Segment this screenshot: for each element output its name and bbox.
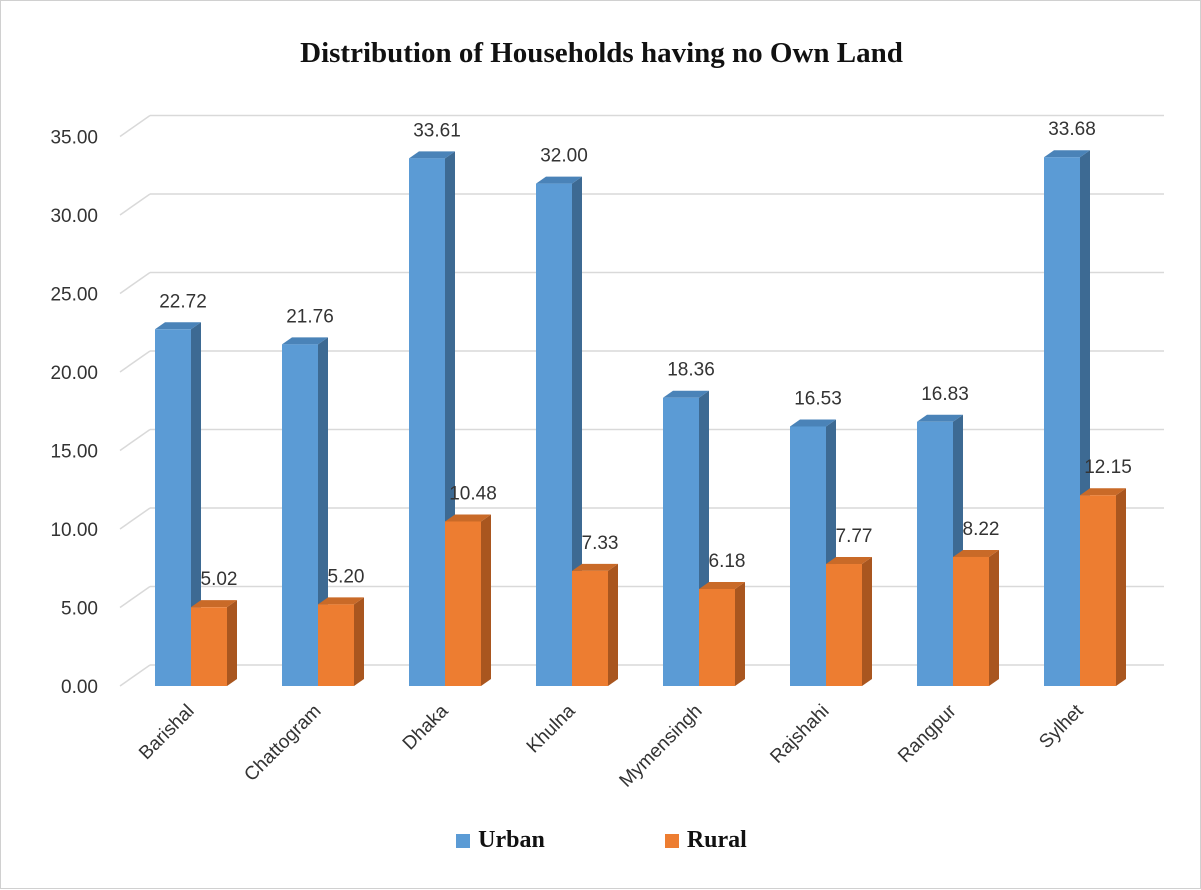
y-tick-label: 10.00: [50, 520, 98, 541]
y-tick-label: 5.00: [61, 599, 98, 620]
data-label: 12.15: [1084, 457, 1132, 478]
gridline-diagonal: [119, 428, 151, 452]
y-tick-label: 0.00: [61, 677, 98, 698]
bar-side-1: [989, 549, 999, 686]
x-tick-label: Mymensingh: [616, 701, 707, 792]
bar-top-1: [953, 549, 999, 557]
bar-rural: [826, 564, 862, 686]
gridline-diagonal: [119, 507, 151, 530]
bar-side-0: [191, 322, 201, 686]
bar-rural: [1080, 495, 1116, 686]
data-label: 7.77: [836, 526, 873, 547]
data-label: 10.48: [449, 483, 497, 504]
legend-swatch-urban: [456, 833, 471, 848]
gridline-diagonal: [119, 664, 151, 687]
bar-top-0: [282, 337, 328, 345]
gridline-diagonal: [119, 114, 151, 138]
legend: Urban Rural: [1, 827, 1201, 854]
bar-side-1: [862, 557, 872, 686]
bar-rural: [699, 588, 735, 686]
gridline-diagonal: [119, 585, 151, 609]
data-label: 22.72: [159, 291, 207, 312]
x-tick-label: Khulna: [523, 700, 580, 757]
data-label: 16.83: [921, 384, 969, 405]
bar-side-1: [354, 597, 364, 686]
data-label: 6.18: [709, 551, 746, 572]
data-label: 7.33: [582, 533, 619, 554]
y-tick-label: 25.00: [50, 285, 98, 306]
legend-label-rural: Rural: [686, 827, 747, 853]
bar-urban: [155, 329, 191, 686]
x-tick-label: Chattogram: [240, 701, 325, 786]
bar-side-0: [318, 337, 328, 686]
y-tick-label: 30.00: [50, 206, 98, 227]
gridline-diagonal: [119, 271, 151, 295]
bar-side-1: [735, 581, 745, 686]
data-label: 16.53: [794, 388, 842, 409]
data-label: 5.02: [201, 569, 238, 590]
y-tick-label: 15.00: [50, 442, 98, 463]
x-tick-label: Rangpur: [894, 700, 961, 767]
data-label: 33.61: [413, 120, 461, 141]
bar-urban: [282, 344, 318, 686]
bar-top-1: [699, 581, 745, 589]
bar-side-0: [572, 176, 582, 686]
bar-top-1: [826, 557, 872, 565]
bar-top-1: [191, 600, 237, 608]
legend-item-rural: Rural: [664, 827, 747, 854]
bar-rural: [191, 607, 227, 686]
bar-top-0: [917, 414, 963, 422]
bar-top-1: [318, 597, 364, 605]
bar-urban: [663, 397, 699, 686]
bar-side-1: [608, 563, 618, 686]
data-label: 18.36: [667, 360, 715, 381]
bar-top-0: [409, 151, 455, 159]
data-label: 21.76: [286, 306, 334, 327]
bar-side-1: [481, 514, 491, 686]
bar-top-0: [663, 390, 709, 398]
gridline-diagonal: [119, 350, 151, 373]
bar-side-1: [227, 600, 237, 686]
gridline-diagonal: [119, 193, 151, 216]
y-tick-label: 35.00: [50, 128, 98, 149]
legend-label-urban: Urban: [478, 827, 545, 853]
x-tick-label: Dhaka: [399, 700, 453, 754]
bar-rural: [445, 521, 481, 686]
bar-urban: [409, 158, 445, 686]
bar-top-0: [536, 176, 582, 184]
bar-top-0: [155, 322, 201, 330]
data-label: 32.00: [540, 146, 588, 167]
legend-item-urban: Urban: [456, 827, 545, 854]
bar-top-0: [790, 419, 836, 427]
bar-top-0: [1044, 150, 1090, 158]
chart-title: Distribution of Households having no Own…: [300, 37, 903, 69]
data-label: 33.68: [1048, 119, 1096, 140]
x-tick-label: Rajshahi: [766, 701, 833, 768]
bar-rural: [318, 604, 354, 686]
bar-urban: [1044, 157, 1080, 686]
bar-urban: [917, 421, 953, 686]
bar-urban: [536, 183, 572, 686]
data-label: 8.22: [963, 519, 1000, 540]
x-tick-label: Sylhet: [1035, 700, 1088, 753]
x-tick-label: Barishal: [135, 701, 198, 764]
legend-swatch-rural: [664, 833, 679, 848]
bar-top-1: [572, 563, 618, 571]
bar-top-1: [1080, 488, 1126, 496]
bar-rural: [953, 556, 989, 686]
bar-urban: [790, 426, 826, 686]
bar-rural: [572, 570, 608, 686]
y-tick-label: 20.00: [50, 363, 98, 384]
bar-side-1: [1116, 488, 1126, 686]
data-label: 5.20: [328, 566, 365, 587]
bar-top-1: [445, 514, 491, 522]
